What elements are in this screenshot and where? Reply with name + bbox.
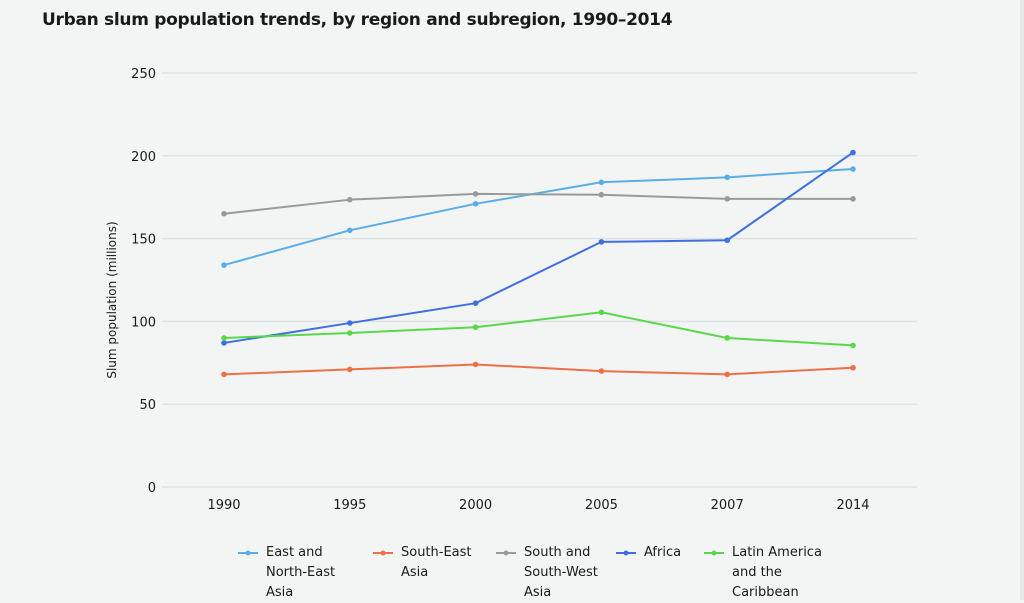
series-1 (221, 361, 856, 378)
x-tick-label: 2007 (711, 498, 744, 513)
x-tick-label: 2014 (836, 498, 869, 513)
data-point (347, 366, 353, 373)
x-tick-label: 1995 (333, 498, 366, 513)
data-point (724, 371, 730, 378)
legend-swatch-icon (704, 550, 724, 556)
data-point (724, 196, 730, 202)
series-3 (221, 149, 856, 346)
y-tick-label: 0 (148, 481, 156, 496)
y-axis-title: Slum population (millions) (105, 221, 119, 378)
y-tick-label: 250 (131, 67, 156, 82)
data-point (221, 262, 227, 268)
data-point (347, 227, 353, 234)
data-point (724, 174, 730, 181)
series-line (223, 311, 854, 347)
series-2 (221, 191, 856, 217)
chart-title: Urban slum population trends, by region … (42, 10, 673, 30)
y-tick-label: 150 (131, 233, 156, 248)
series-line (223, 168, 854, 267)
data-point (850, 149, 856, 156)
series-line (223, 151, 854, 344)
data-point (221, 340, 227, 346)
data-point (724, 335, 730, 341)
legend-label: South-East Asia (401, 545, 472, 580)
series-4 (221, 309, 856, 349)
line-chart: 0 50 100 150 200 250 1990 1995 2000 2005 2007 2014… (105, 67, 917, 513)
y-tick-labels: 0 50 100 150 200 250 (131, 67, 156, 496)
legend-label: Latin America and the Caribbean (732, 545, 822, 600)
legend-label: East and North-East Asia (266, 545, 336, 600)
right-border (1020, 0, 1024, 600)
x-tick-labels: 1990 1995 2000 2005 2007 2014 (207, 498, 869, 513)
legend-item: East and North-East Asia (236, 543, 371, 603)
data-point (850, 342, 856, 349)
data-point (472, 361, 479, 368)
data-point (472, 300, 479, 306)
data-point (221, 371, 227, 378)
y-tick-label: 50 (139, 398, 156, 413)
legend-item: South and South-West Asia (494, 543, 614, 603)
y-tick-label: 100 (131, 315, 156, 330)
legend-item: Africa (614, 543, 702, 603)
legend-swatch-icon (616, 550, 636, 556)
legend-swatch-icon (496, 550, 516, 556)
gridlines (162, 72, 917, 488)
legend-swatch-icon (238, 550, 258, 556)
data-point (598, 368, 605, 374)
data-point (221, 210, 227, 217)
data-point (598, 239, 605, 245)
data-point (850, 166, 856, 172)
legend-item: South-East Asia (371, 543, 494, 603)
data-point (472, 201, 479, 207)
x-tick-label: 1990 (207, 498, 240, 513)
data-point (347, 196, 353, 203)
y-tick-label: 200 (131, 150, 156, 165)
legend: East and North-East Asia South-East Asia S… (236, 543, 842, 603)
x-tick-label: 2000 (459, 498, 492, 513)
series-line (223, 363, 854, 376)
x-tick-label: 2005 (585, 498, 618, 513)
data-point (347, 320, 353, 326)
data-point (850, 196, 856, 202)
series-0 (221, 166, 856, 268)
data-point (598, 309, 605, 316)
series-line (223, 192, 853, 215)
legend-label: South and South-West Asia (524, 545, 598, 600)
data-point (598, 179, 605, 186)
legend-item: Latin America and the Caribbean (702, 543, 842, 603)
data-point (598, 191, 605, 198)
data-point (221, 335, 227, 341)
data-point (347, 330, 353, 336)
legend-label: Africa (644, 545, 682, 560)
legend-swatch-icon (373, 550, 393, 556)
series-lines (221, 149, 856, 378)
data-point (472, 191, 479, 197)
data-point (724, 237, 730, 244)
data-point (850, 364, 856, 371)
data-point (472, 324, 479, 330)
